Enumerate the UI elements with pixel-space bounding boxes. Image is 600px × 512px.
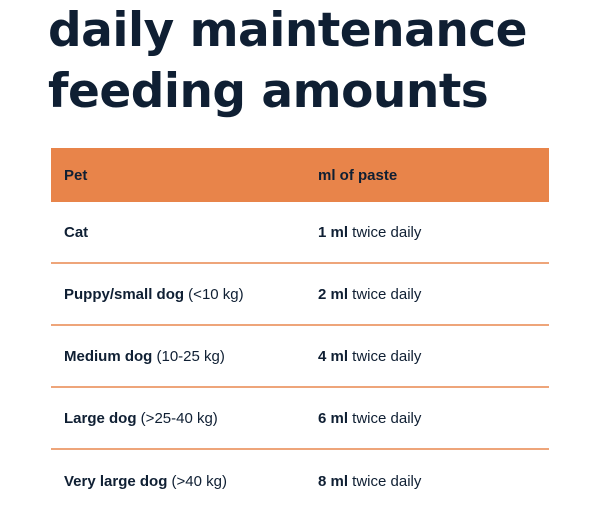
table-row: Very large dog (>40 kg) 8 ml twice daily: [51, 450, 549, 512]
pet-cell: Large dog (>25-40 kg): [51, 410, 318, 427]
pet-cell: Cat: [51, 224, 318, 241]
amount: 1 ml: [318, 223, 349, 241]
title-line-2: feeding amounts: [48, 64, 489, 119]
amount: 2 ml: [318, 285, 349, 303]
pet-name: Cat: [64, 223, 89, 241]
pet-weight: (>40 kg): [167, 472, 227, 490]
pet-weight: (10-25 kg): [152, 347, 225, 365]
header-ml-of-paste: ml of paste: [318, 166, 398, 184]
table-row: Puppy/small dog (<10 kg) 2 ml twice dail…: [51, 264, 549, 326]
pet-name: Large dog: [64, 409, 137, 427]
amount-cell: 8 ml twice daily: [318, 473, 549, 490]
amount-cell: 6 ml twice daily: [318, 410, 549, 427]
pet-name: Medium dog: [64, 347, 153, 365]
table-row: Large dog (>25-40 kg) 6 ml twice daily: [51, 388, 549, 450]
frequency: twice daily: [348, 223, 422, 241]
amount-cell: 1 ml twice daily: [318, 224, 549, 241]
pet-cell: Puppy/small dog (<10 kg): [51, 286, 318, 303]
amount: 4 ml: [318, 347, 349, 365]
amount-cell: 2 ml twice daily: [318, 286, 549, 303]
amount: 8 ml: [318, 472, 349, 490]
pet-cell: Medium dog (10-25 kg): [51, 348, 318, 365]
pet-name: Very large dog: [64, 472, 168, 490]
amount-cell: 4 ml twice daily: [318, 348, 549, 365]
amount: 6 ml: [318, 409, 349, 427]
pet-name: Puppy/small dog: [64, 285, 185, 303]
frequency: twice daily: [348, 409, 422, 427]
frequency: twice daily: [348, 347, 422, 365]
header-pet: Pet: [64, 166, 88, 184]
title-line-1: daily maintenance: [48, 3, 528, 58]
table-row: Cat 1 ml twice daily: [51, 202, 549, 264]
page-title: daily maintenance feeding amounts: [48, 0, 528, 122]
frequency: twice daily: [348, 472, 422, 490]
table-row: Medium dog (10-25 kg) 4 ml twice daily: [51, 326, 549, 388]
pet-weight: (>25-40 kg): [136, 409, 218, 427]
table-header: Pet ml of paste: [51, 148, 549, 202]
feeding-table: Pet ml of paste Cat 1 ml twice daily Pup…: [51, 148, 549, 512]
frequency: twice daily: [348, 285, 422, 303]
pet-weight: (<10 kg): [184, 285, 244, 303]
pet-cell: Very large dog (>40 kg): [51, 473, 318, 490]
